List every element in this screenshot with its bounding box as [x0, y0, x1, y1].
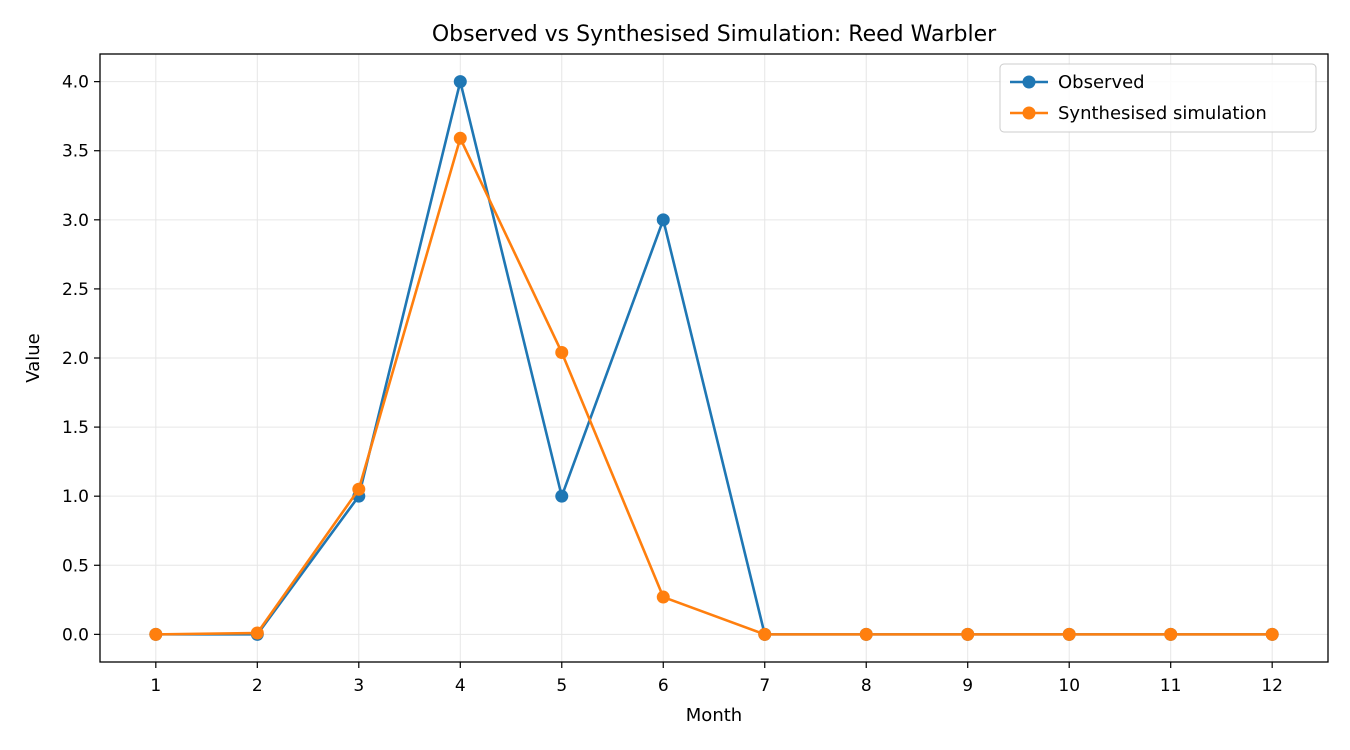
x-axis: 1 2 3 4 5 6 7 8 9 10 11 12 [150, 662, 1283, 696]
data-point [555, 489, 569, 503]
y-tick-label: 3.0 [62, 211, 89, 231]
y-tick-label: 2.0 [62, 349, 89, 369]
y-tick-label: 0.5 [62, 556, 89, 576]
y-tick-label: 1.5 [62, 418, 89, 438]
y-tick-label: 4.0 [62, 73, 89, 93]
x-tick-label: 3 [353, 676, 364, 696]
legend-label: Observed [1058, 72, 1145, 93]
x-tick-label: 5 [556, 676, 567, 696]
data-point [758, 627, 772, 641]
legend-box [999, 63, 1317, 133]
y-tick-label: 1.0 [62, 487, 89, 507]
legend: Observed Synthesised simulation [999, 63, 1317, 133]
chart-title: Observed vs Synthesised Simulation: Reed… [432, 22, 997, 47]
x-tick-label: 2 [252, 676, 263, 696]
data-point [453, 75, 467, 89]
data-point [555, 345, 569, 359]
x-tick-label: 6 [658, 676, 669, 696]
x-tick-label: 11 [1160, 676, 1182, 696]
x-tick-label: 9 [962, 676, 973, 696]
data-point [250, 626, 264, 640]
x-tick-label: 12 [1261, 676, 1283, 696]
data-point [961, 627, 975, 641]
y-tick-label: 0.0 [62, 625, 89, 645]
x-tick-label: 4 [455, 676, 466, 696]
legend-label: Synthesised simulation [1058, 103, 1267, 124]
data-point [1062, 627, 1076, 641]
data-point [453, 131, 467, 145]
legend-marker [1022, 106, 1036, 120]
data-point [859, 627, 873, 641]
y-tick-label: 2.5 [62, 280, 89, 300]
y-axis-label: Value [23, 333, 44, 382]
x-tick-label: 1 [150, 676, 161, 696]
series-2 [149, 131, 1279, 641]
y-axis: 0.0 0.5 1.0 1.5 2.0 2.5 3.0 3.5 4.0 [62, 73, 100, 645]
legend-marker [1022, 75, 1036, 89]
data-point [656, 213, 670, 227]
x-tick-label: 10 [1058, 676, 1080, 696]
data-point [352, 482, 366, 496]
data-point [1164, 627, 1178, 641]
data-point [149, 627, 163, 641]
data-point [1265, 627, 1279, 641]
x-tick-label: 8 [861, 676, 872, 696]
series-group [149, 75, 1279, 641]
series-line [155, 136, 1273, 636]
grid [100, 54, 1328, 662]
x-tick-label: 7 [759, 676, 770, 696]
x-axis-label: Month [686, 705, 742, 726]
data-point [656, 590, 670, 604]
y-tick-label: 3.5 [62, 142, 89, 162]
